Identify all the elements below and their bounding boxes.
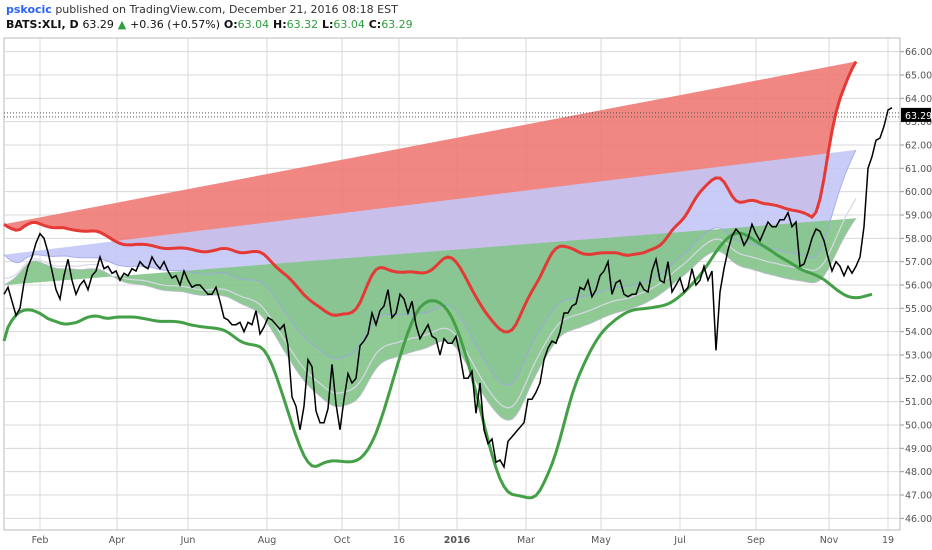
y-tick-label: 58.00: [905, 234, 932, 245]
plot-frame: [3, 37, 901, 531]
change-value: +0.36 (+0.57%): [130, 18, 221, 31]
change-arrow-icon: ▲: [117, 18, 127, 31]
x-tick-label: Apr: [109, 535, 126, 546]
x-tick-label: Sep: [747, 535, 765, 546]
y-tick-label: 66.00: [905, 47, 932, 58]
last-price-label: 63.29: [905, 111, 932, 122]
price-line: [3, 107, 893, 470]
x-tick-label: Mar: [517, 535, 535, 546]
ohlc-legend: BATS:XLI, D 63.29 ▲ +0.36 (+0.57%) O:63.…: [6, 18, 413, 32]
y-tick-label: 53.00: [905, 351, 932, 362]
open-value: 63.04: [237, 18, 270, 31]
y-tick-label: 55.00: [905, 304, 932, 315]
y-tick-label: 57.00: [905, 257, 932, 268]
low-value: 63.04: [333, 18, 365, 31]
x-tick-label: 19: [882, 535, 894, 546]
y-tick-label: 46.00: [905, 514, 932, 525]
low-label: L:: [321, 18, 334, 31]
y-tick-label: 63.00: [905, 117, 932, 128]
close-label: C:: [368, 18, 382, 31]
series-lines: [2, 60, 900, 500]
y-tick-label: 48.00: [905, 467, 932, 478]
x-tick-label: Jun: [180, 535, 196, 546]
x-tick-label: 16: [393, 535, 405, 546]
x-tick-label: Oct: [334, 535, 351, 546]
lower-inner-line: [3, 218, 857, 421]
y-tick-label: 51.00: [905, 397, 932, 408]
y-tick-label: 59.00: [905, 211, 932, 222]
time-axis: Feb Apr Jun Aug Oct 16 2016 Mar May Jul Sep Nov 19: [32, 535, 894, 546]
upper-band-line: [3, 60, 858, 334]
upper-band-fill: [4, 61, 856, 332]
upper-inner-line: [3, 149, 857, 386]
price-axis: 46.00 47.00 48.00 49.00 50.00 51.00 52.00 53.00…: [900, 47, 932, 525]
x-tick-label: 2016: [444, 535, 471, 546]
y-tick-label: 56.00: [905, 281, 932, 292]
last-price-badge: [901, 107, 931, 122]
y-tick-label: 61.00: [905, 164, 932, 175]
y-tick-label: 52.00: [905, 374, 932, 385]
x-tick-label: Nov: [820, 535, 839, 546]
x-tick-label: May: [591, 535, 611, 546]
high-value: 63.32: [286, 18, 319, 31]
lower-band-fill: [4, 218, 856, 421]
author-link[interactable]: pskocic: [6, 3, 52, 16]
y-tick-label: 49.00: [905, 444, 932, 455]
last-price: 63.29: [82, 18, 114, 31]
x-tick-label: Jul: [673, 535, 685, 546]
x-tick-label: Aug: [258, 535, 277, 546]
lower-band-line: [2, 231, 873, 500]
published-text: published on TradingView.com, December 2…: [55, 3, 398, 16]
y-tick-label: 65.00: [905, 71, 932, 82]
y-tick-label: 62.00: [905, 141, 932, 152]
x-tick-label: Feb: [32, 535, 49, 546]
chart-header: pskocic published on TradingView.com, De…: [6, 3, 413, 32]
bollinger-bands: [4, 61, 856, 421]
y-tick-label: 50.00: [905, 421, 932, 432]
close-value: 63.29: [381, 18, 413, 31]
y-tick-label: 54.00: [905, 327, 932, 338]
y-tick-label: 64.00: [905, 94, 932, 105]
high-label: H:: [272, 18, 287, 31]
publish-line: pskocic published on TradingView.com, De…: [6, 3, 413, 17]
y-tick-label: 47.00: [905, 491, 932, 502]
y-tick-label: 60.00: [905, 187, 932, 198]
open-label: O:: [223, 18, 238, 31]
symbol-label: BATS:XLI, D: [6, 18, 79, 31]
basis-line: [3, 198, 857, 409]
